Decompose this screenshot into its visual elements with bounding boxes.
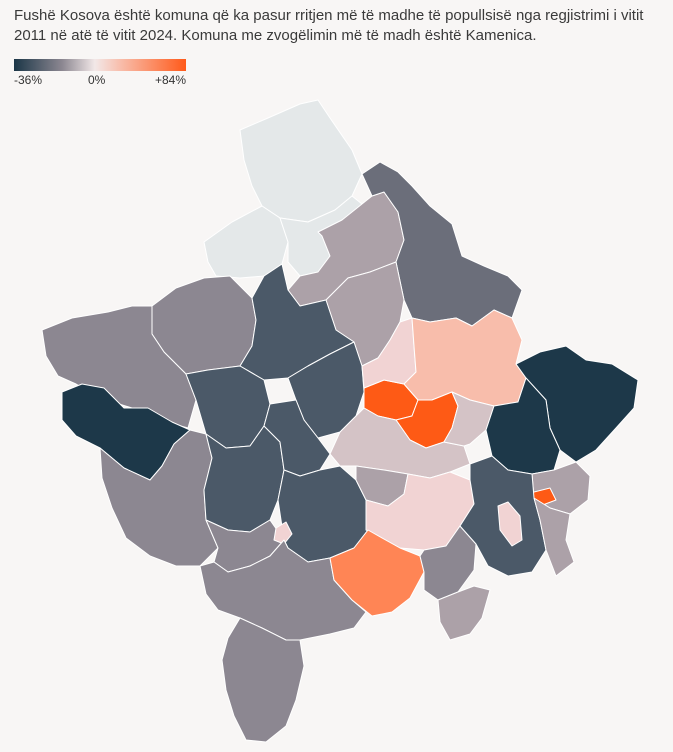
municipality-dragash[interactable] bbox=[221, 617, 305, 743]
municipality-hani-i-elezit[interactable] bbox=[437, 585, 491, 641]
legend-gradient-bar bbox=[14, 59, 186, 71]
legend-mid-label: 0% bbox=[88, 73, 106, 87]
legend-labels: -36% 0% +84% bbox=[14, 73, 186, 89]
municipality-malisheva[interactable] bbox=[203, 425, 285, 533]
municipality-novo-brdo[interactable] bbox=[443, 391, 495, 447]
municipality-kamenica-south[interactable] bbox=[533, 497, 575, 577]
municipality-prishtina[interactable] bbox=[403, 309, 527, 407]
municipality-gjilan[interactable] bbox=[485, 377, 561, 475]
color-legend: -36% 0% +84% bbox=[14, 59, 186, 89]
kosovo-municipalities-map bbox=[41, 99, 639, 743]
municipality-mamusha[interactable] bbox=[273, 521, 293, 545]
municipality-partesh[interactable] bbox=[497, 501, 523, 547]
map-caption: Fushë Kosova është komuna që ka pasur rr… bbox=[14, 7, 644, 44]
legend-max-label: +84% bbox=[154, 73, 186, 87]
municipality-lipjan[interactable] bbox=[329, 407, 471, 479]
municipality-zvecan[interactable] bbox=[203, 205, 289, 279]
legend-min-label: -36% bbox=[14, 73, 43, 87]
